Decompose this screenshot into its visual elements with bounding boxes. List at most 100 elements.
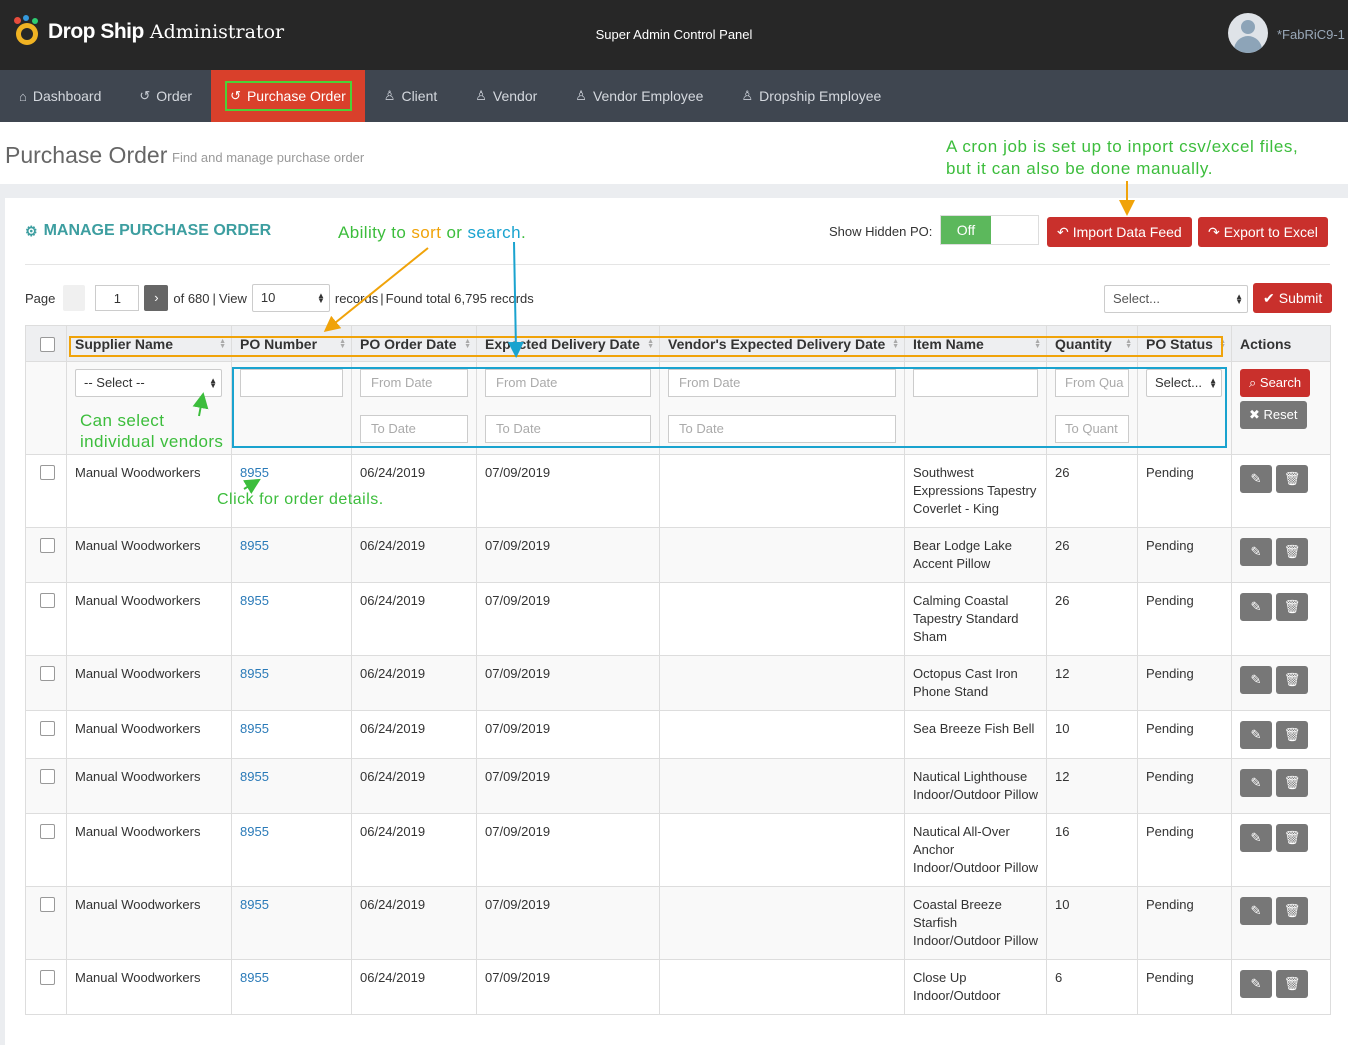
app-logo[interactable]: Drop Ship Administrator — [12, 15, 285, 48]
cell-status: Pending — [1146, 897, 1194, 912]
delete-button[interactable]: 🗑 — [1276, 538, 1308, 566]
row-checkbox[interactable] — [40, 970, 55, 985]
table-row: Manual Woodworkers 8955 06/24/2019 07/09/20… — [25, 710, 1331, 759]
prev-page-button[interactable] — [63, 285, 86, 311]
delete-button[interactable]: 🗑 — [1276, 897, 1308, 925]
trash-icon: 🗑 — [1283, 976, 1301, 991]
po-number-link[interactable]: 8955 — [240, 970, 269, 985]
order-date-from-input[interactable]: From Date — [360, 369, 468, 397]
po-number-filter-input[interactable] — [240, 369, 343, 397]
username[interactable]: *FabRiC9-1 — [1277, 27, 1345, 42]
row-checkbox[interactable] — [40, 538, 55, 553]
po-number-link[interactable]: 8955 — [240, 538, 269, 553]
vendor-date-from-input[interactable]: From Date — [668, 369, 896, 397]
delete-button[interactable]: 🗑 — [1276, 970, 1308, 998]
nav-order[interactable]: ↺ Order — [120, 70, 211, 122]
edit-button[interactable]: ✎ — [1240, 465, 1272, 493]
row-checkbox[interactable] — [40, 897, 55, 912]
annotation-sort-search: Ability to sort or search. — [338, 223, 527, 242]
delete-button[interactable]: 🗑 — [1276, 666, 1308, 694]
delete-button[interactable]: 🗑 — [1276, 465, 1308, 493]
next-page-button[interactable]: › — [144, 285, 169, 311]
import-data-feed-button[interactable]: ↶ Import Data Feed — [1047, 217, 1192, 247]
search-button[interactable]: ⌕ Search — [1240, 369, 1311, 397]
export-excel-button[interactable]: ↷ Export to Excel — [1198, 217, 1328, 247]
edit-button[interactable]: ✎ — [1240, 593, 1272, 621]
quantity-to-input[interactable]: To Quant — [1055, 415, 1129, 443]
logo-icon — [12, 15, 42, 47]
manage-po-panel: ⚙ MANAGE PURCHASE ORDER Ability to sort … — [5, 198, 1348, 1045]
edit-button[interactable]: ✎ — [1240, 769, 1272, 797]
edit-button[interactable]: ✎ — [1240, 538, 1272, 566]
quantity-from-input[interactable]: From Qua — [1055, 369, 1129, 397]
cell-order-date: 06/24/2019 — [360, 465, 426, 480]
submit-button[interactable]: ✔ Submit — [1253, 283, 1333, 313]
edit-button[interactable]: ✎ — [1240, 721, 1272, 749]
row-checkbox[interactable] — [40, 769, 55, 784]
row-checkbox[interactable] — [40, 666, 55, 681]
table-row: Manual Woodworkers 8955 06/24/2019 07/09/20… — [25, 758, 1331, 814]
edit-button[interactable]: ✎ — [1240, 897, 1272, 925]
nav-dashboard[interactable]: ⌂ Dashboard — [0, 70, 120, 122]
delete-button[interactable]: 🗑 — [1276, 769, 1308, 797]
show-hidden-toggle[interactable]: Off — [940, 215, 1039, 245]
col-item-name[interactable]: Item Name ▲ ▼ — [904, 325, 1047, 362]
order-date-to-input[interactable]: To Date — [360, 415, 468, 443]
col-po-number[interactable]: PO Number ▲ ▼ — [231, 325, 352, 362]
per-page-select[interactable]: 10 ▲ ▼ — [251, 284, 330, 312]
row-checkbox[interactable] — [40, 465, 55, 480]
item-name-filter-input[interactable] — [913, 369, 1038, 397]
nav-vendor[interactable]: ♙ Vendor — [456, 70, 556, 122]
po-number-link[interactable]: 8955 — [240, 721, 269, 736]
trash-icon: 🗑 — [1283, 903, 1301, 918]
po-number-link[interactable]: 8955 — [240, 824, 269, 839]
table-row: Manual Woodworkers 8955 06/24/2019 07/09/20… — [25, 959, 1331, 1015]
po-number-link[interactable]: 8955 — [240, 465, 269, 480]
expected-date-to-input[interactable]: To Date — [485, 415, 651, 443]
check-icon: ✔ — [1263, 289, 1275, 306]
trash-icon: 🗑 — [1283, 672, 1301, 687]
nav-label: Vendor Employee — [592, 88, 704, 104]
delete-button[interactable]: 🗑 — [1276, 721, 1308, 749]
page-number-input[interactable]: 1 — [95, 285, 140, 311]
edit-button[interactable]: ✎ — [1240, 666, 1272, 694]
row-checkbox[interactable] — [40, 593, 55, 608]
col-supplier-name[interactable]: Supplier Name ▲ ▼ — [66, 325, 232, 362]
nav-vendor-employee[interactable]: ♙ Vendor Employee — [556, 70, 722, 122]
bulk-action-select[interactable]: Select... ▲ ▼ — [1104, 285, 1248, 313]
row-checkbox[interactable] — [40, 824, 55, 839]
expected-date-from-input[interactable]: From Date — [485, 369, 651, 397]
nav-client[interactable]: ♙ Client — [365, 70, 456, 122]
user-icon: ♙ — [383, 88, 396, 103]
cell-order-date: 06/24/2019 — [360, 897, 426, 912]
row-checkbox[interactable] — [40, 721, 55, 736]
po-number-link[interactable]: 8955 — [240, 593, 269, 608]
col-po-order-date[interactable]: PO Order Date ▲ ▼ — [351, 325, 477, 362]
cell-item: Octopus Cast Iron Phone Stand — [913, 666, 1018, 699]
delete-button[interactable]: 🗑 — [1276, 593, 1308, 621]
sort-icon: ▲ ▼ — [892, 338, 899, 350]
select-all-checkbox[interactable] — [40, 337, 55, 352]
vendor-date-to-input[interactable]: To Date — [668, 415, 896, 443]
nav-purchase-order[interactable]: ↺ Purchase Order — [211, 70, 365, 122]
po-number-link[interactable]: 8955 — [240, 769, 269, 784]
edit-button[interactable]: ✎ — [1240, 970, 1272, 998]
col-po-status[interactable]: PO Status ▲ ▼ — [1137, 325, 1232, 362]
edit-button[interactable]: ✎ — [1240, 824, 1272, 852]
col-quantity[interactable]: Quantity ▲ ▼ — [1046, 325, 1138, 362]
logo-text: Drop Ship Administrator — [48, 20, 285, 43]
cell-expected: 07/09/2019 — [485, 465, 551, 480]
po-number-link[interactable]: 8955 — [240, 666, 269, 681]
col-expected-delivery[interactable]: Expected Delivery Date ▲ ▼ — [476, 325, 660, 362]
cell-qty: 12 — [1055, 769, 1070, 784]
avatar[interactable] — [1228, 13, 1268, 53]
reset-button[interactable]: ✖ Reset — [1240, 401, 1307, 429]
po-number-link[interactable]: 8955 — [240, 897, 269, 912]
delete-button[interactable]: 🗑 — [1276, 824, 1308, 852]
sort-icon: ▲ ▼ — [647, 338, 654, 350]
status-filter-select[interactable]: Select... ▲ ▼ — [1146, 369, 1222, 397]
cell-supplier: Manual Woodworkers — [75, 538, 201, 553]
nav-dropship-employee[interactable]: ♙ Dropship Employee — [722, 70, 900, 122]
col-vendor-expected-delivery[interactable]: Vendor's Expected Delivery Date ▲ ▼ — [659, 325, 905, 362]
supplier-filter-select[interactable]: -- Select -- ▲ ▼ — [75, 369, 222, 397]
